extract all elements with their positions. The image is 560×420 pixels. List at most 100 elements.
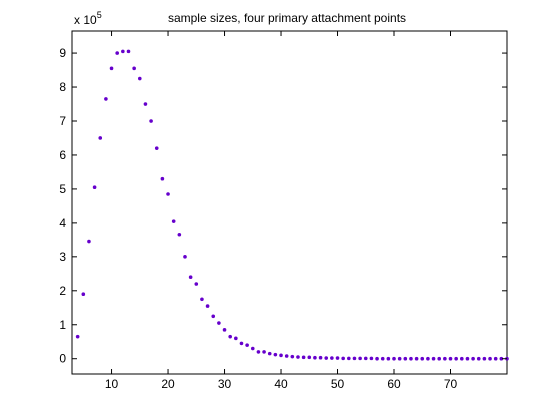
data-point	[222, 328, 227, 332]
data-point	[273, 352, 278, 357]
y-tick-label: 0	[59, 352, 66, 366]
data-point	[443, 356, 447, 361]
data-point	[171, 219, 176, 223]
data-point	[431, 356, 436, 361]
data-point	[296, 355, 300, 359]
data-point	[256, 350, 261, 354]
data-point	[109, 66, 114, 71]
data-point	[188, 275, 193, 280]
data-point	[92, 185, 97, 190]
y-tick-label: 4	[59, 216, 66, 230]
data-point	[352, 356, 357, 361]
y-exponent-prefix: x 10	[74, 13, 97, 27]
data-point	[245, 343, 249, 347]
ticks-layer: 10 20 30 40 50 60 70 0 1 2 3 4 5 6 7 8 9	[59, 31, 507, 391]
data-point	[363, 356, 368, 361]
data-point	[454, 356, 458, 361]
data-point	[250, 346, 255, 351]
data-point	[482, 356, 487, 361]
data-point	[476, 356, 481, 361]
data-point	[143, 102, 148, 106]
y-tick-label: 2	[59, 284, 66, 298]
data-point	[211, 314, 216, 319]
data-point	[330, 356, 334, 360]
data-point	[318, 355, 323, 360]
data-point	[313, 355, 317, 360]
data-point	[397, 356, 402, 361]
data-point	[403, 356, 408, 361]
data-point	[420, 356, 425, 361]
data-point	[324, 356, 329, 360]
data-point	[471, 356, 475, 361]
data-point	[228, 334, 232, 339]
data-point	[137, 76, 142, 81]
data-point	[115, 51, 119, 55]
data-point	[488, 356, 492, 361]
data-point	[154, 146, 159, 150]
y-exponent-power: 5	[97, 10, 102, 20]
data-point	[341, 356, 345, 361]
data-point	[284, 354, 289, 358]
y-axis-exponent: x 105	[74, 10, 102, 27]
data-point	[290, 354, 295, 359]
x-tick-label: 50	[331, 377, 345, 391]
plot-area	[71, 30, 508, 375]
data-point	[499, 356, 504, 361]
data-point	[234, 336, 238, 341]
data-point	[239, 341, 244, 346]
data-point	[87, 239, 91, 244]
data-point	[121, 49, 125, 54]
data-point	[262, 350, 266, 354]
data-point	[358, 356, 362, 361]
y-tick-label: 9	[59, 46, 66, 60]
x-tick-label: 40	[274, 377, 288, 391]
x-tick-label: 70	[444, 377, 458, 391]
y-tick-label: 3	[59, 250, 66, 264]
data-point	[335, 356, 340, 360]
y-tick-label: 7	[59, 114, 66, 128]
y-tick-label: 8	[59, 80, 66, 94]
data-point	[160, 176, 165, 181]
data-point	[347, 356, 351, 361]
data-point	[493, 356, 498, 361]
data-point	[126, 49, 131, 54]
data-point	[104, 97, 108, 101]
data-point	[392, 356, 396, 361]
data-point	[414, 356, 419, 361]
data-point	[75, 334, 80, 339]
data-point	[380, 356, 385, 361]
data-point	[183, 255, 187, 259]
y-tick-label: 1	[59, 318, 66, 332]
data-point	[205, 304, 210, 308]
data-point	[149, 119, 153, 123]
data-point	[465, 356, 470, 361]
data-point	[217, 321, 221, 325]
x-tick-label: 20	[161, 377, 175, 391]
x-tick-label: 10	[105, 377, 119, 391]
data-point	[369, 356, 374, 361]
data-point	[98, 136, 103, 140]
data-point	[409, 356, 413, 361]
x-tick-label: 60	[387, 377, 401, 391]
data-point	[177, 232, 182, 237]
data-point	[81, 292, 86, 296]
data-point	[437, 356, 442, 361]
data-point	[267, 351, 272, 356]
data-point	[200, 297, 204, 302]
data-point	[426, 356, 430, 361]
data-point	[307, 355, 312, 360]
data-point	[279, 353, 283, 358]
data-point	[132, 66, 136, 71]
data-point	[166, 192, 170, 196]
data-point	[301, 355, 306, 360]
points-layer	[75, 49, 509, 361]
chart-title: sample sizes, four primary attachment po…	[168, 11, 406, 25]
data-point	[448, 356, 453, 361]
y-tick-label: 5	[59, 182, 66, 196]
data-point	[375, 356, 379, 361]
data-point	[194, 282, 199, 286]
data-point	[460, 356, 464, 361]
y-tick-label: 6	[59, 148, 66, 162]
